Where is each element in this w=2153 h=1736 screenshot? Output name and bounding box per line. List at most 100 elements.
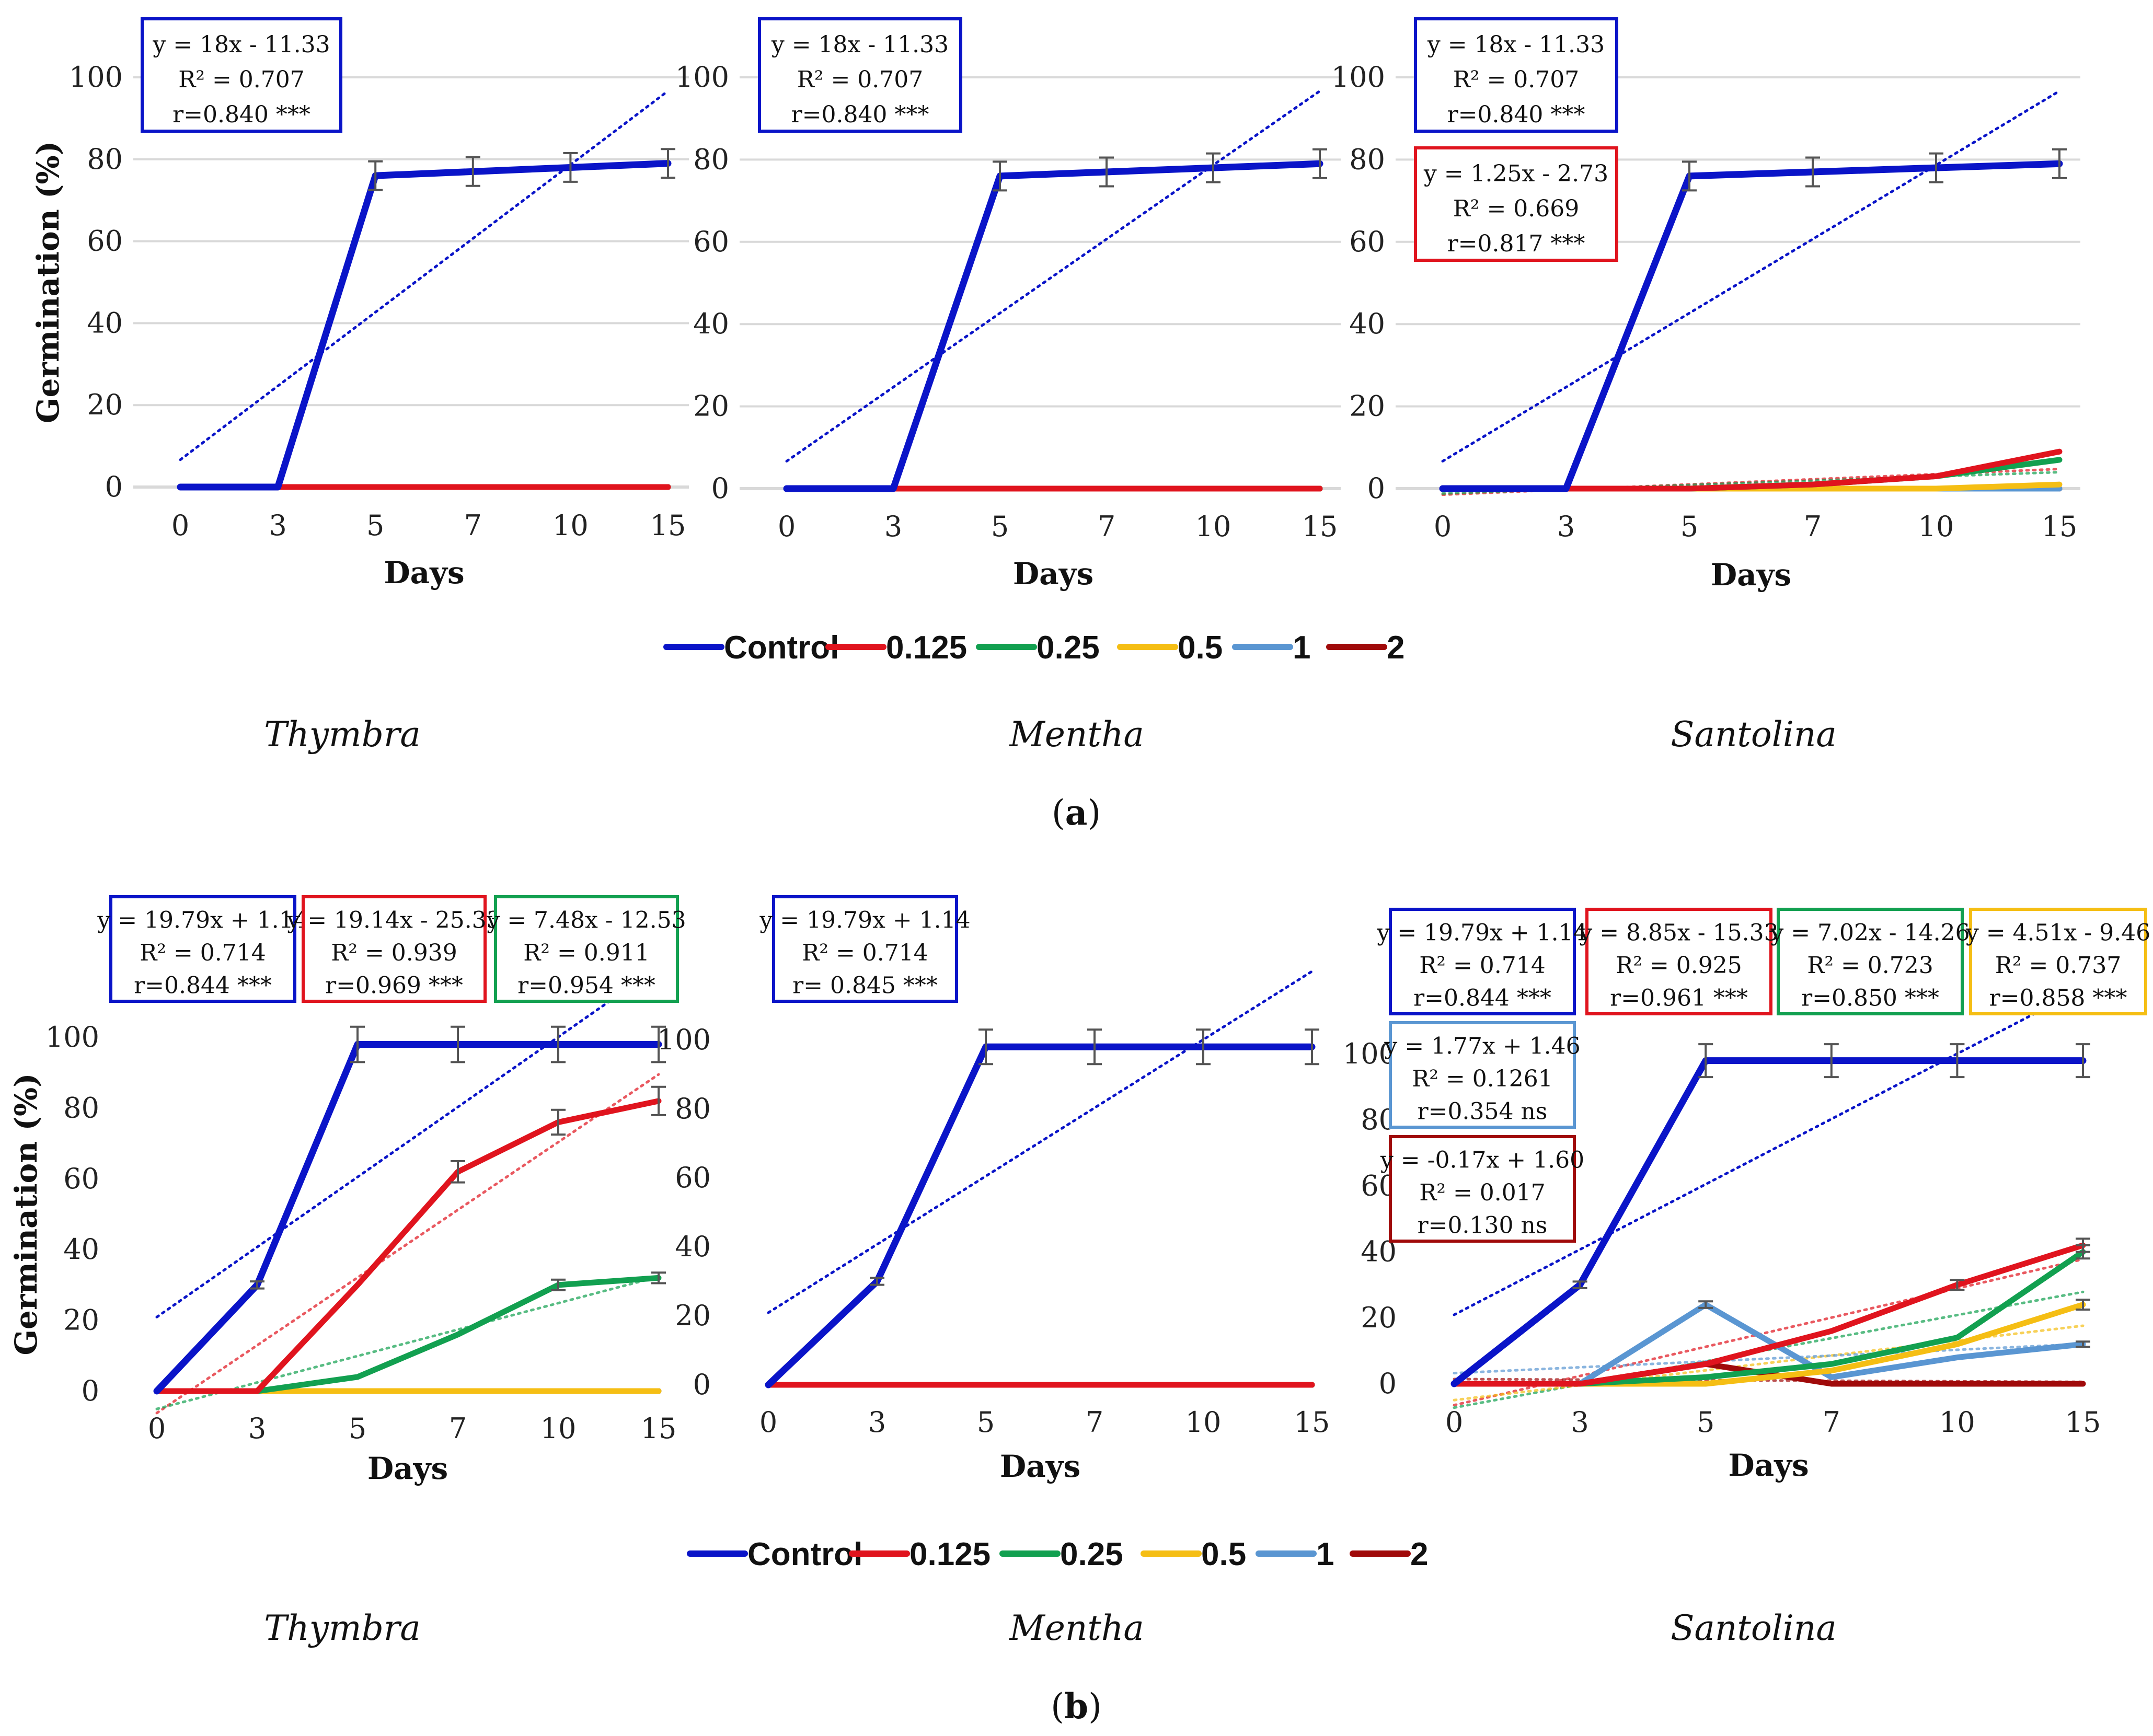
x-tick-label: 0	[171, 509, 189, 542]
x-tick-label: 7	[449, 1412, 467, 1445]
equation-line: y = 7.02x - 14.26	[1770, 919, 1970, 946]
legend-item-0_5: 0.5	[1141, 1536, 1246, 1572]
legend-label: 0.25	[1060, 1536, 1123, 1572]
equation-line: r=0.954 ***	[517, 972, 655, 999]
y-tick-label: 60	[1349, 225, 1385, 258]
error-bar	[993, 160, 1007, 192]
x-tick-label: 10	[1939, 1406, 1975, 1439]
x-tick-label: 7	[1804, 510, 1822, 543]
error-bar	[2076, 1043, 2090, 1079]
equation-line: r=0.969 ***	[325, 972, 463, 999]
error-bar	[651, 1271, 666, 1284]
equation-box: y = 1.25x - 2.73 R² = 0.669 r=0.817 ***	[1414, 146, 1618, 262]
y-tick-label: 0	[105, 470, 123, 503]
legend-item-0_5: 0.5	[1117, 630, 1223, 666]
x-tick-label: 15	[2042, 510, 2078, 543]
y-tick-label: 20	[1349, 390, 1385, 423]
error-bar	[1572, 1280, 1587, 1290]
equation-line: r=0.850 ***	[1801, 985, 1939, 1011]
x-axis-label: Days	[384, 555, 464, 591]
x-tick-label: 0	[1434, 510, 1452, 543]
trendline-Control	[1453, 987, 2085, 1316]
y-tick-label: 20	[693, 390, 729, 423]
legend-b: Control 0.125 0.25 0.5 1 2	[687, 1536, 1428, 1572]
equation-line: R² = 0.017	[1419, 1179, 1546, 1206]
y-tick-label: 40	[693, 307, 729, 340]
x-axis-label: Days	[1013, 556, 1093, 592]
trendline-0_125	[155, 1073, 660, 1415]
error-bar	[563, 152, 578, 183]
equation-box: y = 19.14x - 25.33 R² = 0.939 r=0.969 ***	[286, 895, 501, 1003]
series-line-0_25	[154, 1275, 662, 1394]
error-bar	[1312, 148, 1327, 179]
error-bar	[2076, 1299, 2090, 1311]
y-tick-label: 20	[87, 388, 123, 421]
legend-item-0_125: 0.125	[849, 1536, 991, 1572]
x-tick-label: 15	[1302, 510, 1338, 543]
error-bar	[2076, 1340, 2090, 1348]
y-tick-label: 40	[63, 1233, 99, 1266]
trendline-0_25	[155, 1275, 660, 1410]
trendline-1	[1453, 1342, 2085, 1375]
y-tick-label: 0	[1367, 472, 1385, 505]
legend-label: 0.25	[1037, 630, 1100, 666]
equation-box: y = 18x - 11.33 R² = 0.707 r=0.840 ***	[141, 17, 342, 133]
equation-line: r=0.130 ns	[1418, 1212, 1548, 1239]
panel-tag-a: (a)	[1052, 792, 1101, 833]
equation-line: R² = 0.714	[1419, 952, 1546, 979]
legend-label: 0.125	[909, 1536, 991, 1572]
equation-line: r=0.354 ns	[1418, 1098, 1548, 1125]
y-tick-label: 80	[1349, 143, 1385, 176]
equation-line: y = 19.79x + 1.14	[97, 907, 308, 933]
equation-line: r=0.858 ***	[1989, 985, 2127, 1011]
error-bar	[1950, 1043, 1965, 1079]
y-tick-label: 80	[693, 143, 729, 176]
equation-box: y = 4.51x - 9.46 R² = 0.737 r=0.858 ***	[1965, 908, 2150, 1015]
y-tick-label: 20	[63, 1304, 99, 1337]
x-tick-label: 7	[1098, 510, 1115, 543]
equation-box: y = 19.79x + 1.14 R² = 0.714 r=0.844 ***	[97, 895, 308, 1003]
error-bar	[465, 156, 480, 187]
y-axis-label: Germination (%)	[30, 141, 66, 423]
species-label-b-thymbra: Thymbra	[264, 1608, 421, 1648]
equation-line: r=0.961 ***	[1610, 985, 1748, 1011]
equation-line: R² = 0.925	[1616, 952, 1742, 979]
equation-line: y = 7.48x - 12.53	[486, 907, 686, 933]
chart-a-santolina: 0 20 40 60 80 100 0 3 5 7 10 15 Days y = 18x - 11.33 R…	[1331, 17, 2080, 593]
legend-label: 0.5	[1178, 630, 1223, 666]
y-tick-label: 0	[82, 1374, 99, 1407]
x-tick-label: 7	[1086, 1406, 1103, 1439]
x-tick-label: 3	[1557, 510, 1575, 543]
equation-box: y = 1.77x + 1.46 R² = 0.1261 r=0.354 ns	[1384, 1021, 1581, 1129]
equation-line: y = 4.51x - 9.46	[1965, 919, 2150, 946]
legend-label: Control	[747, 1536, 862, 1572]
y-tick-label: 80	[675, 1092, 711, 1125]
y-tick-label: 20	[675, 1299, 711, 1332]
x-tick-label: 7	[464, 509, 482, 542]
error-bar	[1206, 152, 1221, 183]
series-line-0_125	[1451, 1242, 2086, 1387]
equation-line: y = 1.77x + 1.46	[1384, 1033, 1580, 1059]
series-line-Control	[765, 1043, 1316, 1388]
x-tick-label: 5	[977, 1406, 995, 1439]
series-line-Control	[1439, 160, 2063, 492]
y-tick-label: 40	[675, 1230, 711, 1263]
equation-line: R² = 0.707	[797, 66, 924, 93]
series-line-Control	[1450, 1057, 2087, 1387]
equation-line: R² = 0.707	[1453, 66, 1580, 93]
x-tick-label: 3	[868, 1406, 886, 1439]
species-label-b-mentha: Mentha	[1009, 1608, 1144, 1648]
legend-label: 0.125	[886, 630, 967, 666]
equation-line: r=0.817 ***	[1447, 230, 1585, 257]
trendline-Control	[155, 965, 660, 1318]
equation-box: y = -0.17x + 1.60 R² = 0.017 r=0.130 ns	[1380, 1135, 1584, 1243]
y-tick-label: 60	[693, 225, 729, 258]
x-tick-label: 3	[1571, 1406, 1588, 1439]
y-tick-label: 100	[657, 1023, 711, 1056]
equation-line: R² = 0.707	[178, 66, 305, 93]
series-line-0_125	[154, 1098, 662, 1394]
species-label-b-santolina: Santolina	[1671, 1608, 1836, 1648]
equation-box: y = 18x - 11.33 R² = 0.707 r=0.840 ***	[1414, 17, 1618, 133]
error-bar	[1682, 160, 1697, 192]
